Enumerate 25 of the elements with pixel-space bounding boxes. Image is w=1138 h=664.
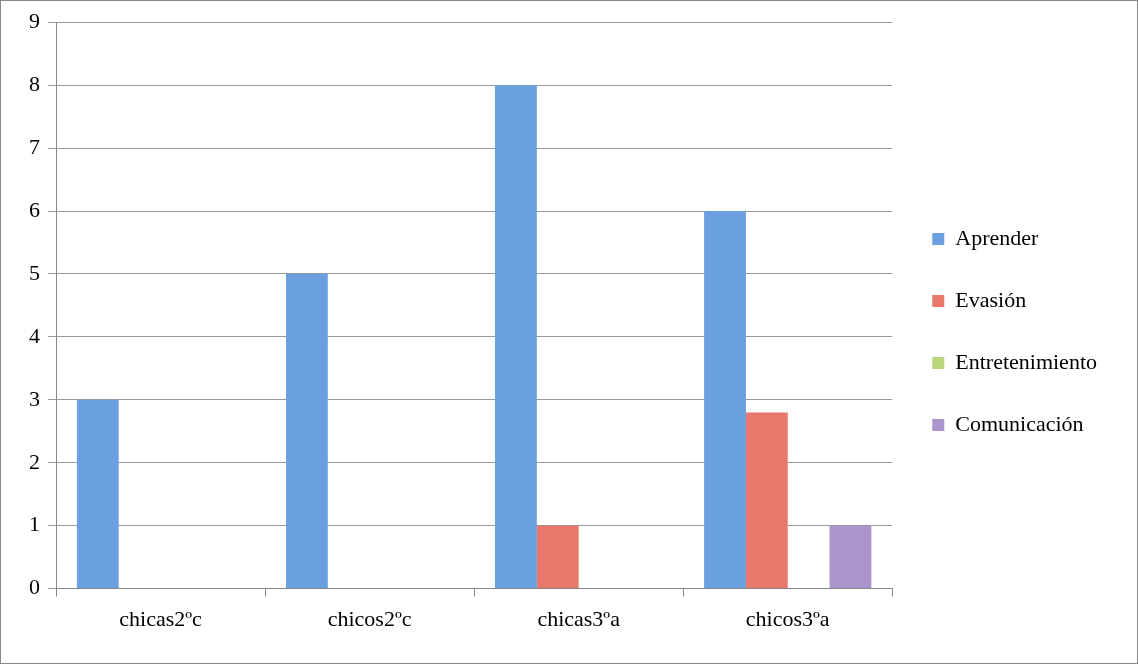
bar [495, 85, 537, 589]
legend-label: Aprender [955, 224, 1040, 250]
legend-label: Entretenimiento [955, 348, 1097, 374]
legend-label: Comunicación [955, 410, 1084, 436]
y-tick-label: 1 [29, 511, 40, 537]
bar [704, 211, 746, 589]
bar [285, 273, 328, 589]
x-tick-label: chicos2ºc [327, 605, 412, 631]
bar [76, 399, 119, 589]
y-tick-label: 9 [29, 7, 40, 33]
legend-label: Evasión [955, 286, 1027, 312]
bar [536, 525, 579, 589]
y-tick-label: 0 [29, 574, 40, 600]
bar [745, 412, 788, 589]
y-tick-label: 5 [29, 259, 40, 285]
y-tick-label: 6 [29, 196, 40, 222]
y-tick-label: 7 [29, 133, 40, 159]
y-tick-label: 4 [29, 322, 40, 348]
x-tick-label: chicos3ºa [745, 605, 830, 631]
x-tick-label: chicas3ºa [537, 605, 621, 631]
x-tick-label: chicas2ºc [119, 605, 203, 631]
bar [829, 525, 872, 589]
y-tick-label: 3 [29, 385, 40, 411]
y-tick-label: 2 [29, 448, 40, 474]
y-tick-label: 8 [29, 70, 40, 96]
